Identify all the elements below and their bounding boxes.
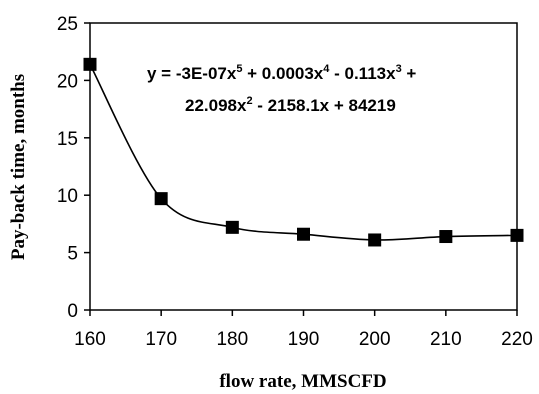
x-tick-label: 170 <box>145 329 177 350</box>
trendline-curve <box>89 63 518 241</box>
x-axis: 160 170 180 190 200 210 220 <box>74 310 533 350</box>
y-tick-label: 25 <box>57 14 78 35</box>
y-axis: 0 5 10 15 20 25 <box>57 14 90 322</box>
data-point-marker <box>439 230 453 244</box>
y-tick-label: 10 <box>57 186 78 207</box>
x-axis-title: flow rate, MMSCFD <box>219 371 386 392</box>
x-tick-label: 220 <box>501 329 533 350</box>
data-point-marker <box>154 192 168 206</box>
x-tick-label: 200 <box>359 329 391 350</box>
x-tick-label: 190 <box>288 329 320 350</box>
data-point-marker <box>225 220 239 234</box>
x-tick-label: 160 <box>74 329 106 350</box>
data-markers <box>83 57 524 247</box>
y-tick-label: 20 <box>57 71 78 92</box>
y-tick-label: 0 <box>67 301 78 322</box>
data-point-marker <box>83 57 97 71</box>
data-point-marker <box>368 233 382 247</box>
trendline-equation-line1: y = -3E-07x5 + 0.0003x4 - 0.113x3 + <box>147 63 416 83</box>
x-tick-label: 180 <box>216 329 248 350</box>
data-point-marker <box>297 227 310 241</box>
data-point-marker <box>510 228 524 242</box>
y-axis-title: Pay-back time, months <box>8 74 29 260</box>
x-tick-label: 210 <box>430 329 462 350</box>
y-tick-label: 5 <box>67 244 78 265</box>
y-tick-label: 15 <box>57 129 78 150</box>
trendline-equation-line2: 22.098x2 - 2158.1x + 84219 <box>185 95 396 115</box>
